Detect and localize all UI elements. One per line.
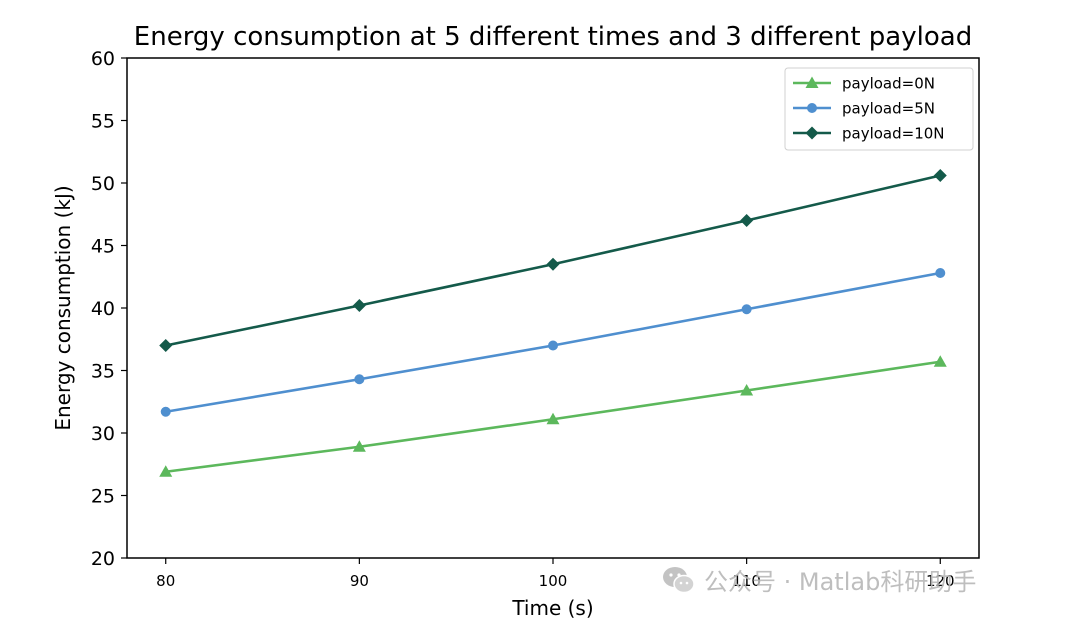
data-point: [352, 299, 366, 312]
x-tick-label: 90: [350, 572, 369, 590]
watermark: 公众号 · Matlab科研助手: [662, 562, 976, 597]
data-point: [546, 257, 560, 271]
legend-item: payload=0N: [793, 75, 935, 93]
data-point: [740, 214, 754, 227]
series-3: [159, 169, 947, 352]
y-tick-label: 50: [91, 173, 115, 195]
data-point: [159, 465, 173, 477]
legend-label: payload=5N: [842, 100, 935, 118]
data-point: [354, 374, 365, 385]
y-tick-label: 30: [91, 423, 115, 445]
legend-item: payload=5N: [793, 100, 935, 118]
x-axis: 80 90 100 110 120: [156, 558, 955, 590]
chart-title: Energy consumption at 5 different times …: [134, 22, 972, 52]
series-1: [159, 355, 947, 477]
legend-marker: [807, 103, 817, 113]
legend: payload=0N payload=5N payload=10N: [784, 67, 974, 151]
x-axis-label: Time (s): [511, 596, 593, 620]
legend-label: payload=10N: [842, 125, 945, 143]
data-point: [740, 384, 754, 396]
data-point: [352, 440, 366, 452]
data-point: [741, 304, 752, 315]
y-tick-label: 45: [91, 236, 115, 258]
wechat-icon: [663, 566, 695, 593]
y-tick-label: 60: [91, 48, 115, 70]
y-tick-label: 25: [91, 486, 115, 508]
legend-item: payload=10N: [793, 125, 945, 143]
y-tick-label: 40: [91, 298, 115, 320]
x-tick-label: 110: [732, 572, 761, 590]
data-point: [933, 355, 947, 367]
y-tick-label: 20: [91, 548, 115, 570]
plot-area: [159, 169, 947, 477]
legend-label: payload=0N: [842, 75, 935, 93]
y-tick-label: 35: [91, 361, 115, 383]
y-axis: 20 25 30 35 40 45 50 55 60: [91, 48, 127, 570]
y-tick-label: 55: [91, 111, 115, 133]
legend-box: [784, 67, 974, 151]
data-point: [935, 268, 946, 278]
data-point: [548, 340, 558, 351]
x-tick-label: 100: [539, 572, 568, 590]
x-tick-label: 80: [156, 572, 175, 590]
watermark-text: 公众号 · Matlab科研助手: [704, 568, 977, 596]
data-point: [159, 339, 173, 352]
series-2: [160, 268, 946, 417]
y-axis-label: Energy consumption (kJ): [51, 185, 75, 430]
data-point: [933, 169, 947, 182]
legend-marker: [805, 126, 819, 140]
data-point: [160, 406, 171, 417]
data-point: [546, 412, 560, 425]
legend-marker: [805, 76, 819, 88]
x-tick-label: 120: [926, 572, 955, 590]
